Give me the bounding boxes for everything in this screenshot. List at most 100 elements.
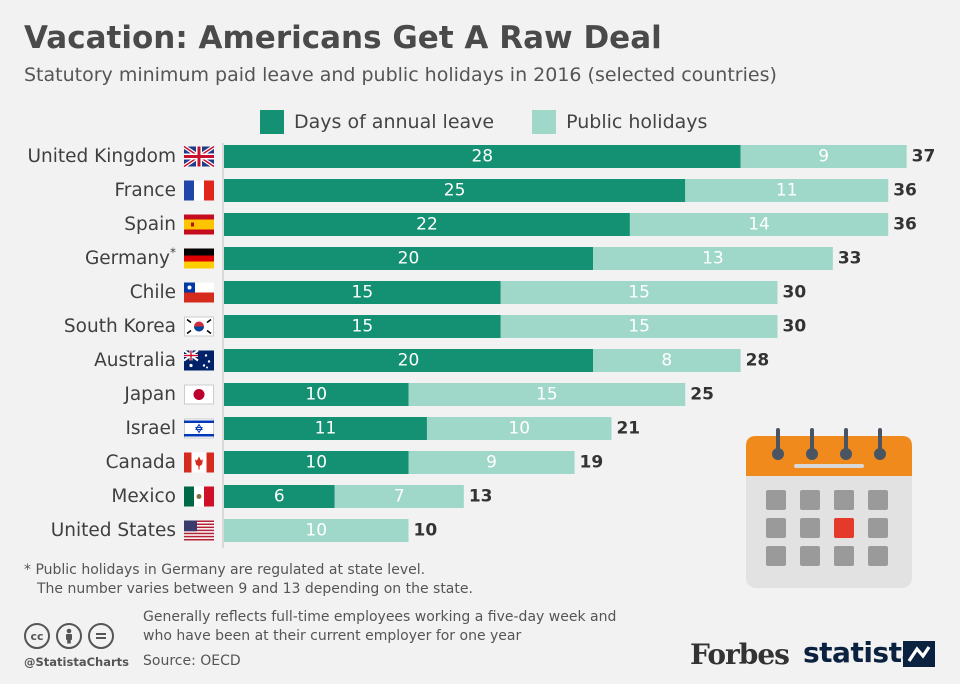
bar-public-holidays bbox=[500, 315, 778, 338]
country-label: Germany* bbox=[85, 246, 176, 270]
source: Source: OECD bbox=[143, 653, 241, 669]
bar-annual-leave bbox=[224, 349, 593, 372]
bar-annual-leave bbox=[224, 213, 630, 236]
south-korea-flag-icon bbox=[184, 316, 214, 337]
country-label: Spain bbox=[124, 214, 176, 235]
bar-public-holidays bbox=[629, 213, 889, 236]
bar-annual-leave bbox=[224, 179, 686, 202]
bar-label-holidays: 9 bbox=[818, 147, 829, 167]
bar-label-holidays: 7 bbox=[394, 487, 405, 507]
bar-annual-leave bbox=[224, 315, 501, 338]
legend: Days of annual leave Public holidays bbox=[260, 110, 745, 134]
bar-label-holidays: 15 bbox=[628, 317, 650, 337]
footnote-line-2: The number varies between 9 and 13 depen… bbox=[37, 581, 473, 597]
bar-label-annual: 6 bbox=[274, 487, 285, 507]
legend-item-annual: Days of annual leave bbox=[260, 110, 494, 134]
country-label: United States bbox=[51, 520, 176, 541]
bar-total-label: 19 bbox=[580, 453, 604, 473]
cc-icon: cc bbox=[24, 623, 50, 649]
bar-label-annual: 15 bbox=[352, 317, 374, 337]
country-label: Israel bbox=[125, 418, 176, 439]
japan-flag-icon bbox=[184, 384, 214, 405]
statista-mark-icon bbox=[903, 641, 935, 667]
country-label: France bbox=[114, 180, 176, 201]
bar-label-holidays: 8 bbox=[661, 351, 672, 371]
bar-annual-leave bbox=[224, 417, 427, 440]
chart-title: Vacation: Americans Get A Raw Deal bbox=[24, 20, 662, 56]
mexico-flag-icon bbox=[184, 486, 214, 507]
bar-label-holidays: 14 bbox=[748, 215, 770, 235]
chart-subtitle: Statutory minimum paid leave and public … bbox=[24, 64, 777, 86]
bar-public-holidays bbox=[224, 519, 409, 542]
bar-label-annual: 25 bbox=[444, 181, 466, 201]
israel-flag-icon bbox=[184, 418, 214, 439]
bar-annual-leave bbox=[224, 485, 335, 508]
country-label: South Korea bbox=[64, 316, 176, 337]
bar-public-holidays bbox=[500, 281, 778, 304]
bar-label-holidays: 10 bbox=[305, 521, 327, 541]
bar-label-holidays: 10 bbox=[508, 419, 530, 439]
footnote: * Public holidays in Germany are regulat… bbox=[24, 561, 473, 599]
attribution-icon bbox=[56, 623, 82, 649]
france-flag-icon bbox=[184, 180, 214, 201]
country-label: Australia bbox=[94, 350, 176, 371]
bar-label-annual: 11 bbox=[315, 419, 337, 439]
bar-public-holidays bbox=[334, 485, 464, 508]
bar-public-holidays bbox=[740, 145, 907, 168]
note-line-2: who have been at their current employer … bbox=[143, 628, 522, 644]
bar-total-label: 21 bbox=[616, 419, 640, 439]
bar-annual-leave bbox=[224, 247, 593, 270]
country-label: United Kingdom bbox=[28, 146, 177, 167]
uk-flag-icon bbox=[182, 144, 216, 169]
note-line-1: Generally reflects full-time employees w… bbox=[143, 609, 617, 625]
bar-label-holidays: 11 bbox=[776, 181, 798, 201]
bar-label-holidays: 15 bbox=[536, 385, 558, 405]
calendar-icon bbox=[746, 428, 912, 588]
no-derivatives-icon bbox=[88, 623, 114, 649]
australia-flag-icon bbox=[183, 349, 214, 371]
bar-public-holidays bbox=[593, 247, 833, 270]
license-icons: cc bbox=[24, 623, 120, 649]
bar-public-holidays bbox=[426, 417, 612, 440]
bar-public-holidays bbox=[685, 179, 889, 202]
country-label: Chile bbox=[130, 282, 176, 303]
bar-label-annual: 28 bbox=[471, 147, 493, 167]
bar-total-label: 25 bbox=[690, 385, 714, 405]
statista-logo[interactable]: statista bbox=[803, 636, 920, 669]
bar-annual-leave bbox=[224, 383, 409, 406]
bar-public-holidays bbox=[408, 451, 575, 474]
bar-label-holidays: 15 bbox=[628, 283, 650, 303]
bar-label-annual: 15 bbox=[352, 283, 374, 303]
country-label: Mexico bbox=[111, 486, 176, 507]
bar-total-label: 36 bbox=[893, 181, 917, 201]
legend-swatch-annual bbox=[260, 110, 284, 134]
germany-flag-icon bbox=[184, 248, 214, 269]
forbes-logo[interactable]: Forbes bbox=[690, 638, 790, 671]
bar-public-holidays bbox=[408, 383, 686, 406]
statista-handle: @StatistaCharts bbox=[24, 655, 129, 669]
bar-total-label: 28 bbox=[746, 351, 770, 371]
bar-label-holidays: 9 bbox=[486, 453, 497, 473]
spain-flag-icon bbox=[184, 214, 214, 235]
bar-label-annual: 10 bbox=[305, 385, 327, 405]
bar-total-label: 37 bbox=[912, 147, 936, 167]
bar-label-annual: 20 bbox=[398, 351, 420, 371]
bar-total-label: 10 bbox=[414, 521, 438, 541]
chile-flag-icon bbox=[184, 282, 214, 303]
bar-label-annual: 20 bbox=[398, 249, 420, 269]
bar-total-label: 30 bbox=[783, 317, 807, 337]
country-label: Canada bbox=[106, 452, 176, 473]
bar-label-annual: 10 bbox=[305, 453, 327, 473]
bar-label-annual: 22 bbox=[416, 215, 438, 235]
bar-total-label: 30 bbox=[783, 283, 807, 303]
legend-label-holidays: Public holidays bbox=[566, 111, 708, 133]
bar-total-label: 13 bbox=[469, 487, 493, 507]
bar-annual-leave bbox=[224, 451, 409, 474]
legend-item-holidays: Public holidays bbox=[532, 110, 707, 134]
bar-chart: United Kingdom 28 9 37 France 25 11 36 Spain 22 14… bbox=[28, 143, 936, 548]
bar-annual-leave bbox=[224, 145, 741, 168]
bar-label-holidays: 13 bbox=[702, 249, 724, 269]
country-label: Japan bbox=[123, 384, 176, 405]
bar-total-label: 36 bbox=[893, 215, 917, 235]
us-flag-icon bbox=[184, 520, 214, 541]
